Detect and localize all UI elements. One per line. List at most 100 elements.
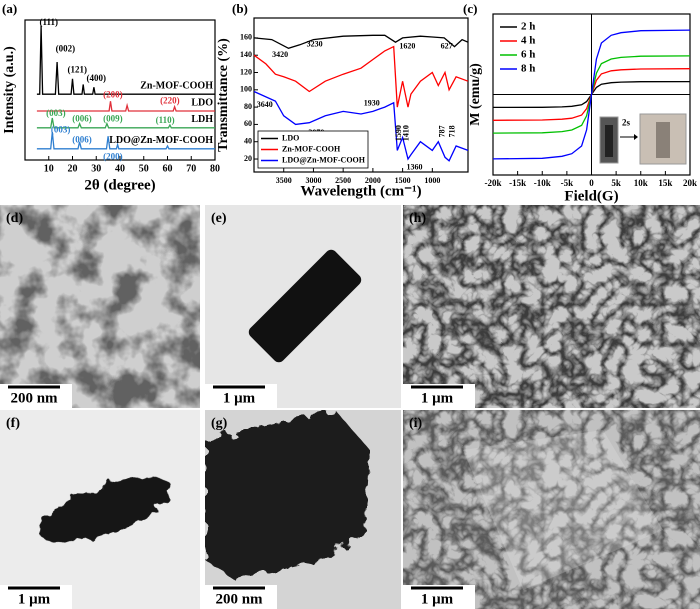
x-tick-label: 20 [68, 163, 78, 174]
series-line [36, 101, 215, 112]
annotation: (006) [72, 113, 92, 123]
panel-label: (f) [6, 416, 20, 431]
annotation: (200) [103, 90, 123, 100]
micrograph: (d) 200 nm [0, 205, 200, 408]
y-tick-label: 40 [244, 137, 252, 146]
annotation: 1360 [407, 163, 423, 172]
panel-label: (c) [463, 1, 477, 16]
particle [38, 477, 172, 543]
y-tick-label: 140 [240, 50, 252, 59]
x-tick-label: 1000 [424, 176, 440, 185]
series-line [253, 34, 469, 50]
texture [403, 205, 700, 408]
annotation: (121) [68, 64, 88, 74]
x-tick-label: -15k [509, 178, 526, 188]
x-tick-label: 5k [611, 178, 621, 188]
x-tick-label: 10k [634, 178, 648, 188]
series-line [253, 90, 469, 162]
y-axis-label: M (emu/g) [468, 63, 483, 126]
annotation: (200) [103, 151, 123, 161]
series-line [253, 45, 469, 108]
micrograph: (i) 1 μm [403, 410, 700, 609]
panel-label: (b) [232, 1, 248, 16]
legend-label: 6 h [521, 49, 535, 61]
annotation: 718 [447, 125, 456, 137]
annotation: 3640 [257, 100, 273, 109]
y-tick-label: 80 [244, 102, 252, 111]
x-tick-label: -20k [484, 178, 501, 188]
x-tick-label: 60 [163, 163, 173, 174]
x-tick-label: -10k [534, 178, 551, 188]
series-line [492, 29, 691, 160]
panel-label: (e) [211, 211, 227, 226]
chart-1: (b) Wavelength (cm⁻¹) Transmittance (%) 350… [216, 1, 469, 199]
scale-bar-label: 1 μm [223, 390, 256, 406]
legend-label: 8 h [521, 63, 535, 75]
annotation: 1930 [364, 98, 380, 107]
x-tick-label: 10 [44, 163, 54, 174]
x-tick-label: 40 [115, 163, 125, 174]
chart-2: (c) Field(G) M (emu/g) -20k -15k -10k -5k 0 5k 10… [463, 1, 697, 204]
panel-label: (a) [2, 1, 17, 16]
series-line [36, 131, 215, 150]
y-axis-label: Intensity (a.u.) [2, 46, 17, 134]
series-label: Zn-MOF-COOH [140, 80, 213, 91]
scale-bar-label: 1 μm [421, 591, 454, 607]
chart-0: (a) 2θ (degree) Intensity (a.u.) 10 20 30 40 50… [2, 1, 220, 193]
texture [403, 410, 700, 609]
y-axis-label: Transmittance (%) [216, 38, 231, 152]
x-axis-label: Field(G) [564, 188, 618, 204]
inset-vial [605, 125, 613, 157]
annotation: 627 [441, 41, 453, 50]
annotation: 3230 [307, 40, 323, 49]
panel-label: (h) [409, 211, 426, 226]
annotation: (003) [51, 125, 71, 135]
x-tick-label: 2000 [365, 176, 381, 185]
annotation: (220) [160, 95, 180, 105]
scale-bar-label: 200 nm [10, 390, 58, 406]
texture [0, 205, 200, 408]
annotation: (003) [46, 108, 66, 118]
legend-label: Zn-MOF-COOH [282, 144, 341, 153]
x-tick-label: 0 [589, 178, 594, 188]
series-line [36, 117, 215, 129]
x-tick-label: 80 [210, 163, 220, 174]
annotation: 1620 [399, 41, 415, 50]
panel-label: (d) [6, 211, 23, 226]
y-tick-label: 100 [240, 85, 252, 94]
annotation: 1410 [402, 125, 411, 141]
series-line [36, 25, 215, 95]
annotation: (009) [103, 113, 123, 123]
series-label: LDH [191, 114, 213, 125]
scale-bar-label: 1 μm [421, 390, 454, 406]
x-tick-label: 3500 [276, 176, 292, 185]
y-tick-label: 160 [240, 33, 252, 42]
x-tick-label: 50 [139, 163, 149, 174]
annotation: 787 [437, 125, 446, 137]
legend-label: LDO@Zn-MOF-COOH [282, 155, 366, 164]
annotation: 3420 [272, 50, 288, 59]
y-tick-label: 60 [244, 119, 252, 128]
x-tick-label: 3000 [305, 176, 321, 185]
inset-vial [656, 122, 670, 158]
x-tick-label: -5k [561, 178, 574, 188]
y-tick-label: 20 [244, 154, 252, 163]
plot-frame [253, 17, 469, 173]
legend-label: 4 h [521, 35, 535, 47]
annotation: (006) [72, 134, 92, 144]
x-axis-label: 2θ (degree) [84, 177, 155, 193]
inset-arrowhead [634, 134, 638, 140]
annotation: (400) [87, 73, 107, 83]
x-tick-label: 1500 [395, 176, 411, 185]
legend-label: 2 h [521, 21, 535, 33]
panel-label: (i) [409, 416, 423, 431]
micrograph: (f) 1 μm [0, 410, 200, 609]
micrograph: (e) 1 μm [205, 205, 401, 408]
x-tick-label: 30 [91, 163, 101, 174]
micrograph: (g) 200 nm [205, 410, 401, 609]
x-tick-label: 2500 [335, 176, 351, 185]
x-tick-label: 70 [186, 163, 196, 174]
annotation: 1590 [394, 125, 403, 141]
annotation: (111) [39, 17, 58, 27]
